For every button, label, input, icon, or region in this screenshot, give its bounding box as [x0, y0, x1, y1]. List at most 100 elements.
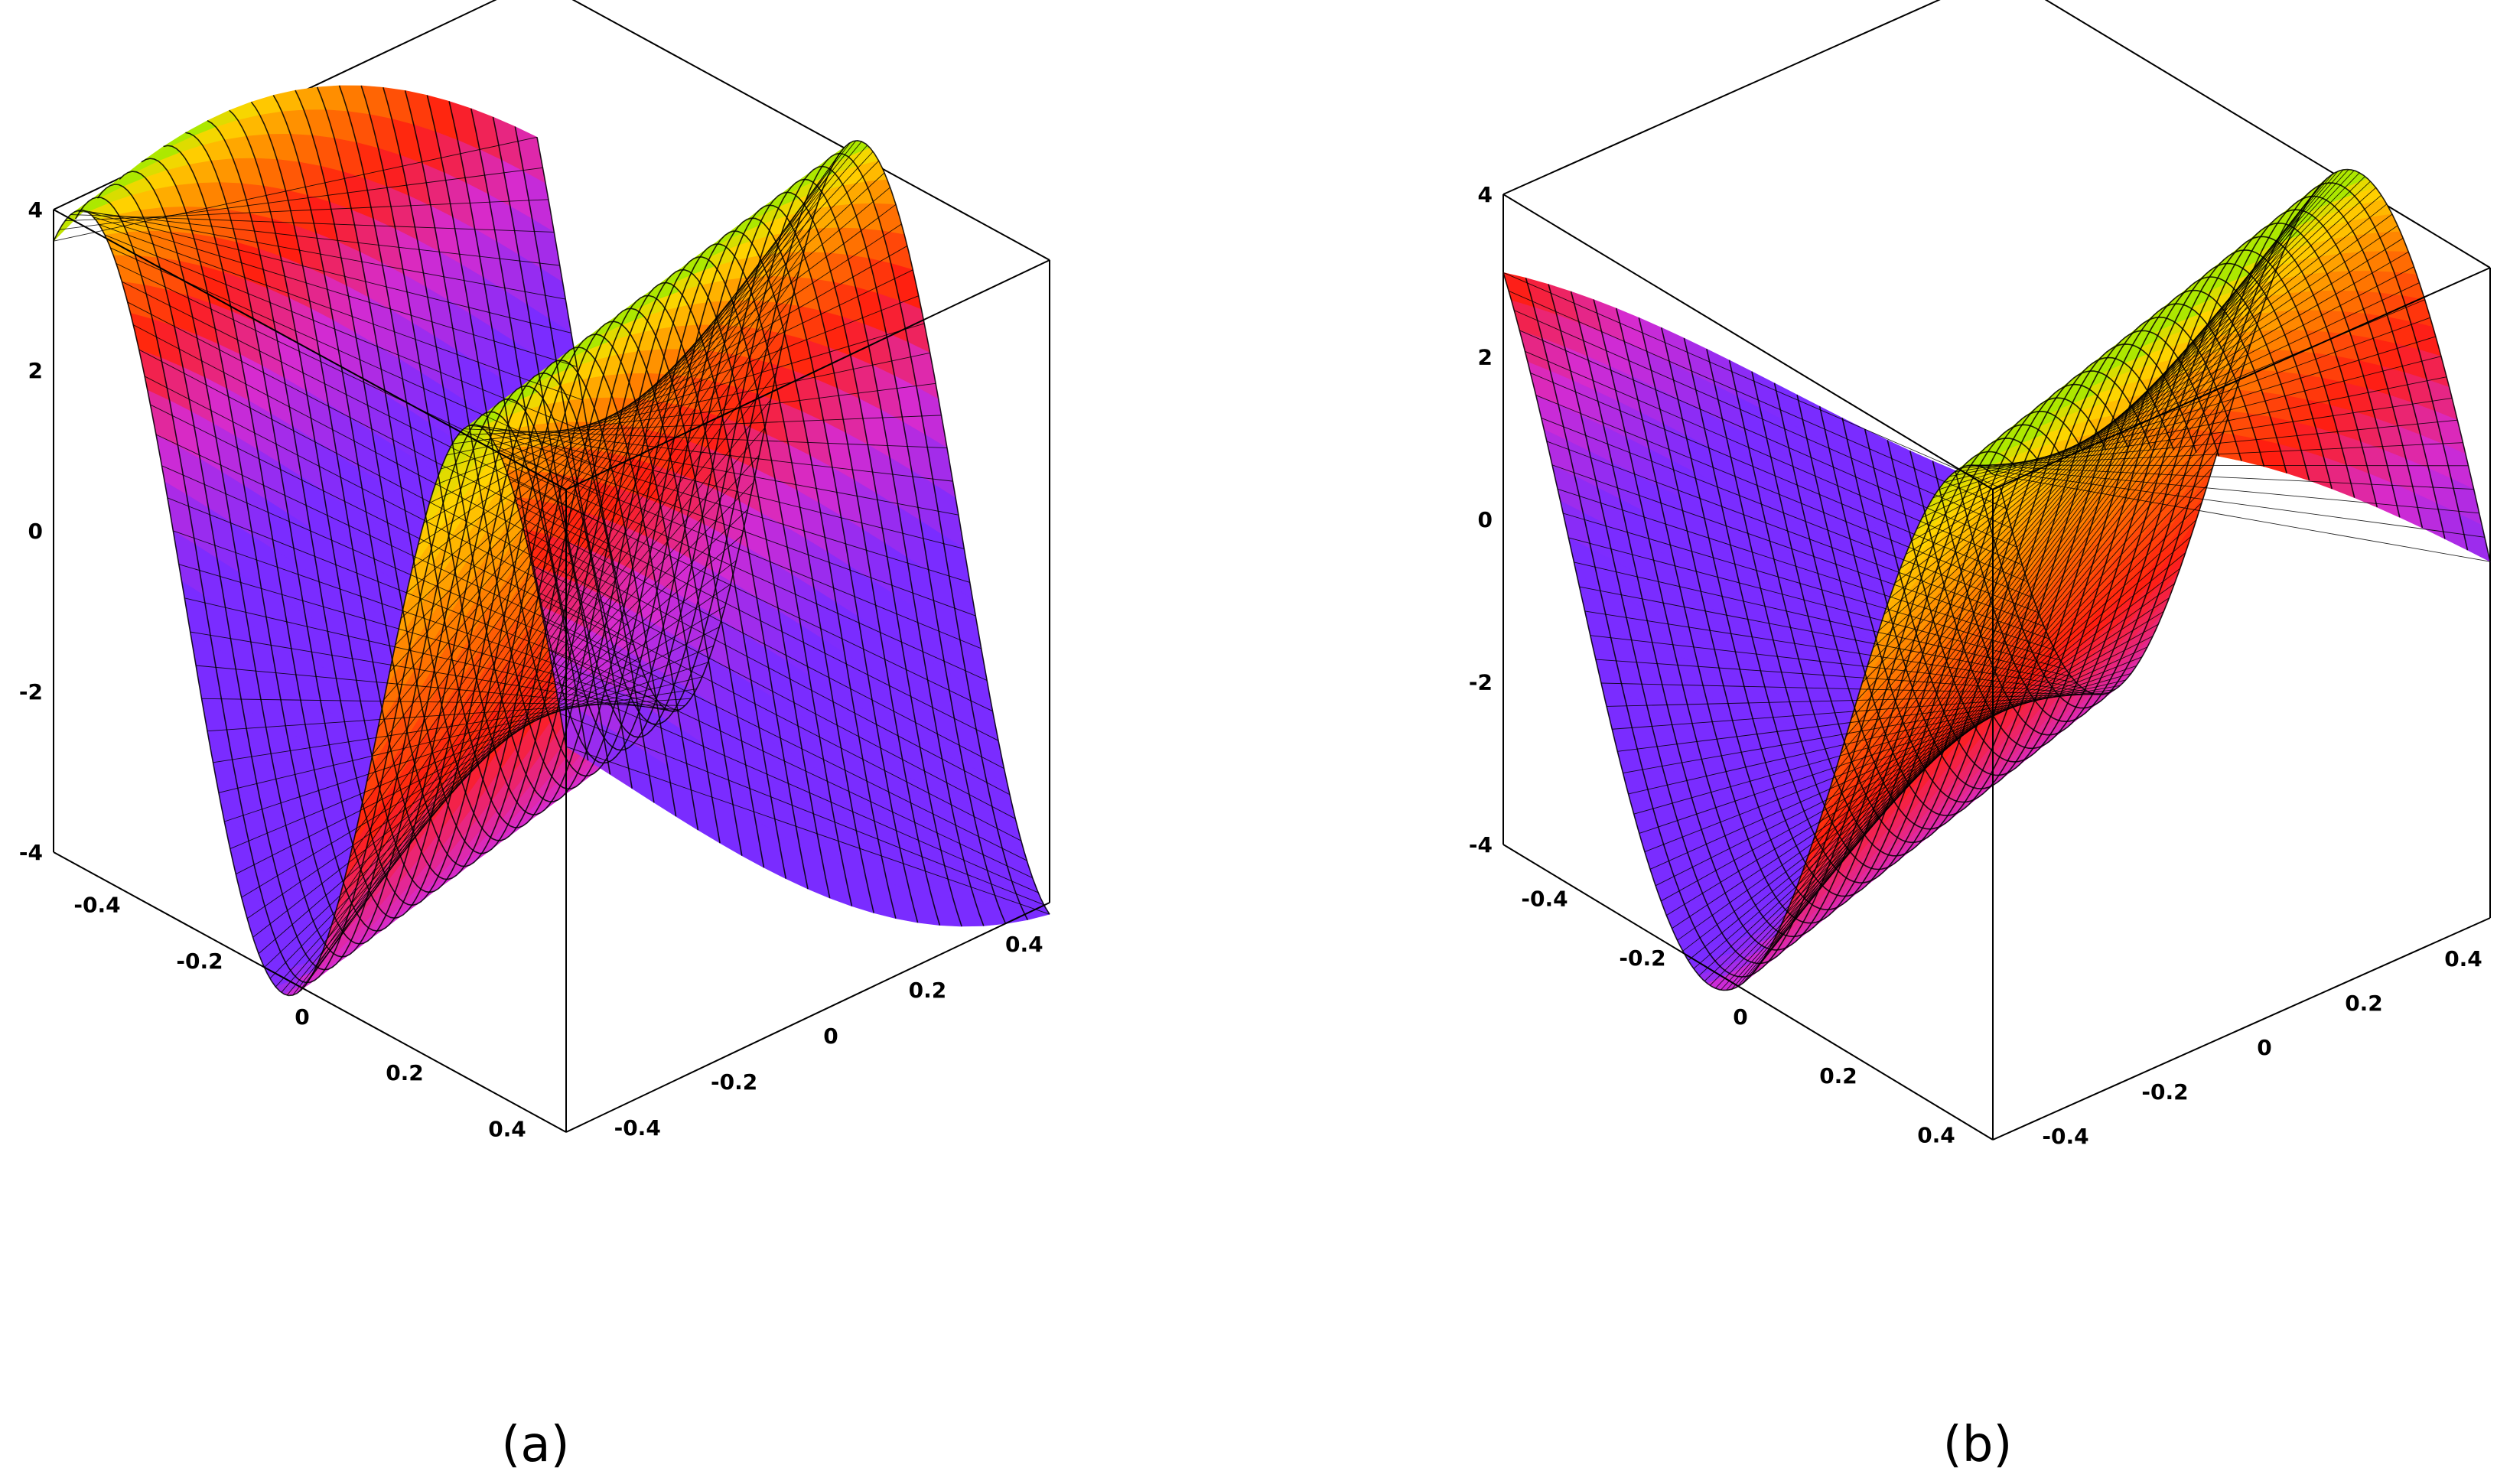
mesh-line — [1698, 519, 2197, 976]
panel-a-surface — [53, 85, 1050, 997]
mesh-line — [360, 85, 874, 913]
mesh-line — [1834, 174, 2333, 773]
y-tick-label: -0.4 — [614, 1115, 661, 1141]
mesh-line — [1525, 350, 2023, 566]
mesh-line — [1987, 470, 2485, 538]
mesh-line — [1574, 561, 2072, 677]
mesh-line — [1557, 488, 2056, 651]
y-tick-label: -0.2 — [2141, 1079, 2188, 1105]
mesh-line — [543, 620, 1027, 861]
mesh-line — [554, 681, 1039, 893]
z-tick-label: 4 — [28, 197, 43, 223]
mesh-line — [229, 109, 743, 893]
mesh-line — [119, 171, 633, 958]
mesh-line — [1845, 169, 2344, 737]
mesh-line — [281, 427, 766, 993]
mesh-line — [1726, 431, 2224, 991]
panel-b: -0.4 -0.2 0 0.2 0.4 -0.4 -0.2 0 0.2 0.4 -4 -2 0 2 4 (b… — [1469, 0, 2491, 1473]
mesh-line — [1666, 611, 2164, 916]
mesh-line — [549, 649, 1033, 879]
box-edge — [1992, 917, 2491, 1141]
mesh-line — [122, 281, 606, 526]
mesh-line — [76, 210, 560, 266]
box-edge — [565, 902, 1050, 1133]
y-tick-label: 0.4 — [2444, 946, 2482, 971]
mesh-line — [560, 713, 1044, 906]
x-tick-label: 0 — [1733, 1004, 1747, 1030]
mesh-line — [565, 746, 1050, 915]
box-edge — [1502, 844, 1994, 1141]
mesh-line — [441, 323, 925, 470]
mesh-line — [1758, 327, 2257, 966]
mesh-line — [332, 208, 817, 923]
mesh-line — [1633, 673, 2131, 815]
mesh-line — [343, 176, 829, 881]
mesh-line — [264, 509, 748, 968]
mesh-line — [366, 142, 851, 783]
mesh-line — [1976, 465, 2474, 490]
mesh-line — [412, 203, 897, 569]
mesh-line — [275, 454, 760, 988]
mesh-line — [1955, 398, 2453, 473]
mesh-line — [1807, 206, 2306, 857]
mesh-line — [315, 270, 799, 968]
y-tick-label: 0.2 — [909, 978, 947, 1003]
mesh-line — [1639, 665, 2137, 834]
box-edge — [1502, 194, 1994, 490]
mesh-line — [520, 517, 1004, 769]
mesh-line — [133, 324, 617, 580]
mesh-line — [75, 197, 589, 984]
mesh-line — [486, 431, 970, 583]
y-tick-label: 0.4 — [1005, 932, 1043, 957]
z-tick-label: 2 — [1478, 345, 1493, 370]
mesh-line — [1791, 239, 2290, 901]
z-tick-label: -4 — [1469, 832, 1493, 858]
mesh-line — [1960, 419, 2458, 469]
mesh-line — [418, 223, 902, 545]
mesh-line — [509, 478, 993, 712]
mesh-line — [1519, 330, 2017, 548]
x-tick-label: -0.2 — [1619, 945, 1665, 971]
mesh-line — [104, 234, 589, 434]
mesh-line — [480, 426, 965, 549]
mesh-line — [213, 688, 697, 763]
mesh-line — [1900, 225, 2398, 569]
mesh-line — [309, 294, 794, 979]
mesh-line — [258, 535, 743, 955]
mesh-line — [178, 564, 663, 707]
y-tick-label: 0.2 — [2345, 991, 2383, 1016]
panel-a: -0.4 -0.2 0 0.2 0.4 -0.4 -0.2 0 0.2 0.4 -4 -2 0 2 4 (a… — [19, 0, 1050, 1473]
mesh-line — [503, 462, 988, 681]
mesh-line — [1502, 272, 2001, 489]
x-tick-label: -0.4 — [73, 893, 120, 918]
mesh-line — [1579, 586, 2077, 684]
mesh-line — [167, 497, 652, 691]
mesh-line — [1728, 330, 2220, 857]
x-tick-label: -0.2 — [176, 949, 223, 974]
y-tick-label: 0 — [823, 1024, 838, 1049]
mesh-line — [514, 126, 1029, 920]
mesh-line — [1911, 251, 2409, 542]
z-tick-label: -4 — [19, 840, 43, 865]
mesh-line — [463, 428, 948, 449]
mesh-line — [1530, 373, 2028, 583]
mesh-line — [1796, 227, 2295, 887]
z-tick-label: 4 — [1478, 182, 1493, 207]
x-tick-label: 0.2 — [1819, 1063, 1857, 1089]
x-tick-label: 0.4 — [488, 1116, 526, 1141]
mesh-line — [337, 191, 822, 903]
mesh-line — [286, 399, 771, 996]
mesh-line — [446, 352, 930, 456]
box-edge — [53, 851, 567, 1133]
y-tick-label: 0 — [2257, 1035, 2271, 1060]
mesh-line — [532, 565, 1016, 819]
mesh-line — [474, 424, 959, 516]
mesh-line — [1971, 464, 2469, 467]
mesh-line — [1883, 194, 2382, 615]
mesh-line — [1840, 171, 2339, 755]
mesh-line — [218, 676, 702, 793]
z-tick-label: -2 — [19, 679, 43, 705]
mesh-line — [1600, 682, 2099, 695]
mesh-line — [1683, 337, 2175, 884]
